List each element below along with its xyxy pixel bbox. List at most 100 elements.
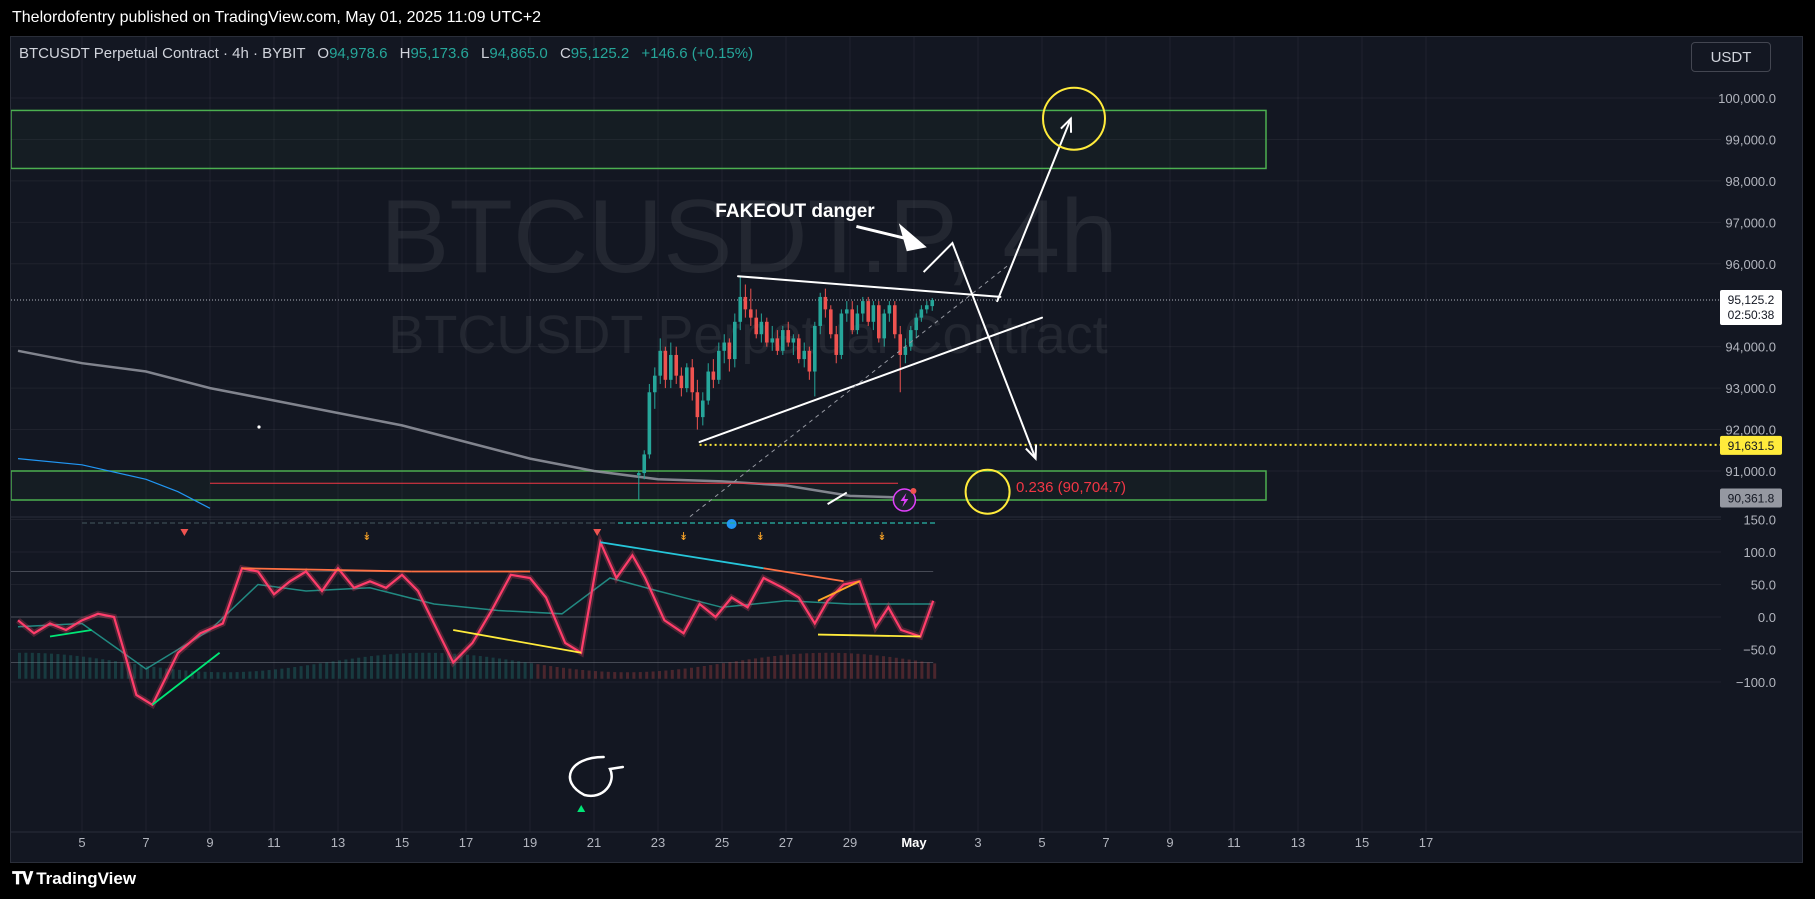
candle[interactable] [903, 338, 908, 364]
candle-body [930, 300, 935, 307]
candle[interactable] [642, 450, 647, 480]
candle[interactable] [695, 379, 700, 430]
price-axis[interactable]: 100,000.0 99,000.0 98,000.0 97,000.0 96,000.… [1718, 91, 1782, 690]
tradingview-logo[interactable]: 𝐓𝐕 TradingView [12, 869, 136, 889]
candle[interactable] [749, 288, 753, 326]
candle-body [786, 330, 791, 343]
lower-trendline[interactable] [698, 316, 1043, 443]
candlestick-series[interactable] [637, 276, 935, 501]
candle[interactable] [930, 298, 935, 311]
candle[interactable] [669, 342, 673, 389]
chart-canvas[interactable]: BTCUSDT.P, 4h BTCUSDT Perpetual Contract… [11, 37, 1803, 863]
divergence-line[interactable] [817, 580, 860, 602]
oscillator-pane[interactable]: ↡ ↡ ↡ ↡ [11, 519, 937, 812]
fakeout-annotation[interactable]: FAKEOUT danger [715, 201, 875, 222]
candle[interactable] [653, 367, 657, 409]
upside-arrow[interactable] [996, 117, 1072, 303]
supply-zone[interactable] [11, 109, 1267, 170]
indicator-strip-dot [818, 522, 823, 524]
current-price-tag[interactable] [1720, 290, 1782, 326]
candle[interactable] [887, 301, 892, 322]
candle[interactable] [866, 296, 871, 326]
candle[interactable] [637, 471, 641, 501]
currency-selector-button[interactable]: USDT [1691, 42, 1771, 72]
candle[interactable] [717, 342, 721, 384]
hand-drawn-mark[interactable] [568, 755, 625, 798]
candle[interactable] [711, 359, 716, 389]
symbol-title[interactable]: BTCUSDT Perpetual Contract · 4h · BYBIT [19, 45, 306, 62]
candle[interactable] [647, 383, 652, 459]
fakeout-arrow[interactable] [856, 225, 910, 241]
indicator-strip-dot [122, 522, 127, 524]
divergence-line[interactable] [241, 567, 412, 573]
candle[interactable] [690, 359, 695, 401]
upper-trendline[interactable] [737, 275, 1002, 298]
candle[interactable] [861, 296, 865, 322]
upside-target-circle[interactable] [1042, 86, 1106, 151]
drawing-annotations[interactable] [257, 86, 1106, 517]
candle[interactable] [807, 346, 812, 380]
downside-target-circle[interactable] [964, 468, 1011, 515]
candle[interactable] [765, 317, 769, 347]
candle[interactable] [871, 301, 876, 331]
candle[interactable] [759, 313, 764, 343]
candle[interactable] [701, 392, 705, 426]
candle[interactable] [663, 346, 668, 389]
oscillator-histogram-bar [306, 665, 309, 679]
candle[interactable] [791, 334, 796, 355]
candle[interactable] [775, 330, 780, 355]
indicator-strip-dot [922, 522, 927, 524]
candle[interactable] [738, 276, 743, 331]
divergence-line[interactable] [151, 652, 221, 706]
candle[interactable] [781, 325, 785, 355]
candle[interactable] [706, 363, 711, 405]
candle[interactable] [727, 338, 732, 372]
candle[interactable] [855, 305, 860, 335]
candle[interactable] [850, 301, 855, 335]
divergence-line[interactable] [49, 629, 92, 638]
ma-level-tag[interactable] [1720, 488, 1782, 508]
candle[interactable] [722, 334, 727, 364]
divergence-line[interactable] [763, 567, 844, 583]
candle[interactable] [893, 301, 897, 339]
oscillator-histogram-bar [254, 671, 258, 679]
candle[interactable] [802, 342, 807, 368]
candle[interactable] [882, 309, 887, 347]
chart-frame[interactable]: BTCUSDT.P, 4h BTCUSDT Perpetual Contract… [10, 36, 1803, 863]
candle[interactable] [733, 313, 737, 368]
indicator-strip-dot [306, 522, 311, 524]
projection-path[interactable] [922, 241, 1037, 459]
candle[interactable] [839, 309, 844, 360]
candle[interactable] [898, 325, 903, 393]
yellow-level-tag[interactable] [1720, 435, 1782, 455]
candle[interactable] [919, 305, 924, 322]
candle[interactable] [914, 313, 919, 339]
oscillator-main-line[interactable] [17, 538, 935, 707]
candle[interactable] [786, 321, 791, 347]
candle[interactable] [818, 292, 823, 335]
candle[interactable] [797, 334, 801, 364]
candle[interactable] [877, 301, 881, 343]
candle[interactable] [925, 301, 929, 314]
candle[interactable] [770, 325, 775, 351]
divergence-line[interactable] [600, 541, 764, 570]
candle[interactable] [658, 338, 663, 384]
time-axis[interactable]: 5 7 9 11 13 15 17 19 21 23 25 27 29 May 3 5 7 9 11 13 15 17 [11, 831, 1803, 850]
candle[interactable] [909, 325, 913, 351]
sell-signal-marker [180, 529, 189, 536]
candle[interactable] [685, 363, 689, 393]
candle[interactable] [829, 305, 833, 339]
divergence-line[interactable] [817, 633, 921, 638]
candle[interactable] [743, 284, 748, 318]
candle-body [770, 338, 775, 343]
candle[interactable] [845, 301, 849, 322]
candle[interactable] [834, 325, 839, 364]
indicator-strip-dot [762, 522, 767, 524]
candle[interactable] [823, 288, 828, 318]
candle[interactable] [679, 367, 684, 397]
divergence-line[interactable] [453, 629, 582, 654]
ohlc-legend: BTCUSDT Perpetual Contract · 4h · BYBIT … [19, 45, 753, 62]
candle[interactable] [813, 321, 817, 397]
candle[interactable] [754, 309, 759, 339]
candle[interactable] [674, 346, 679, 384]
